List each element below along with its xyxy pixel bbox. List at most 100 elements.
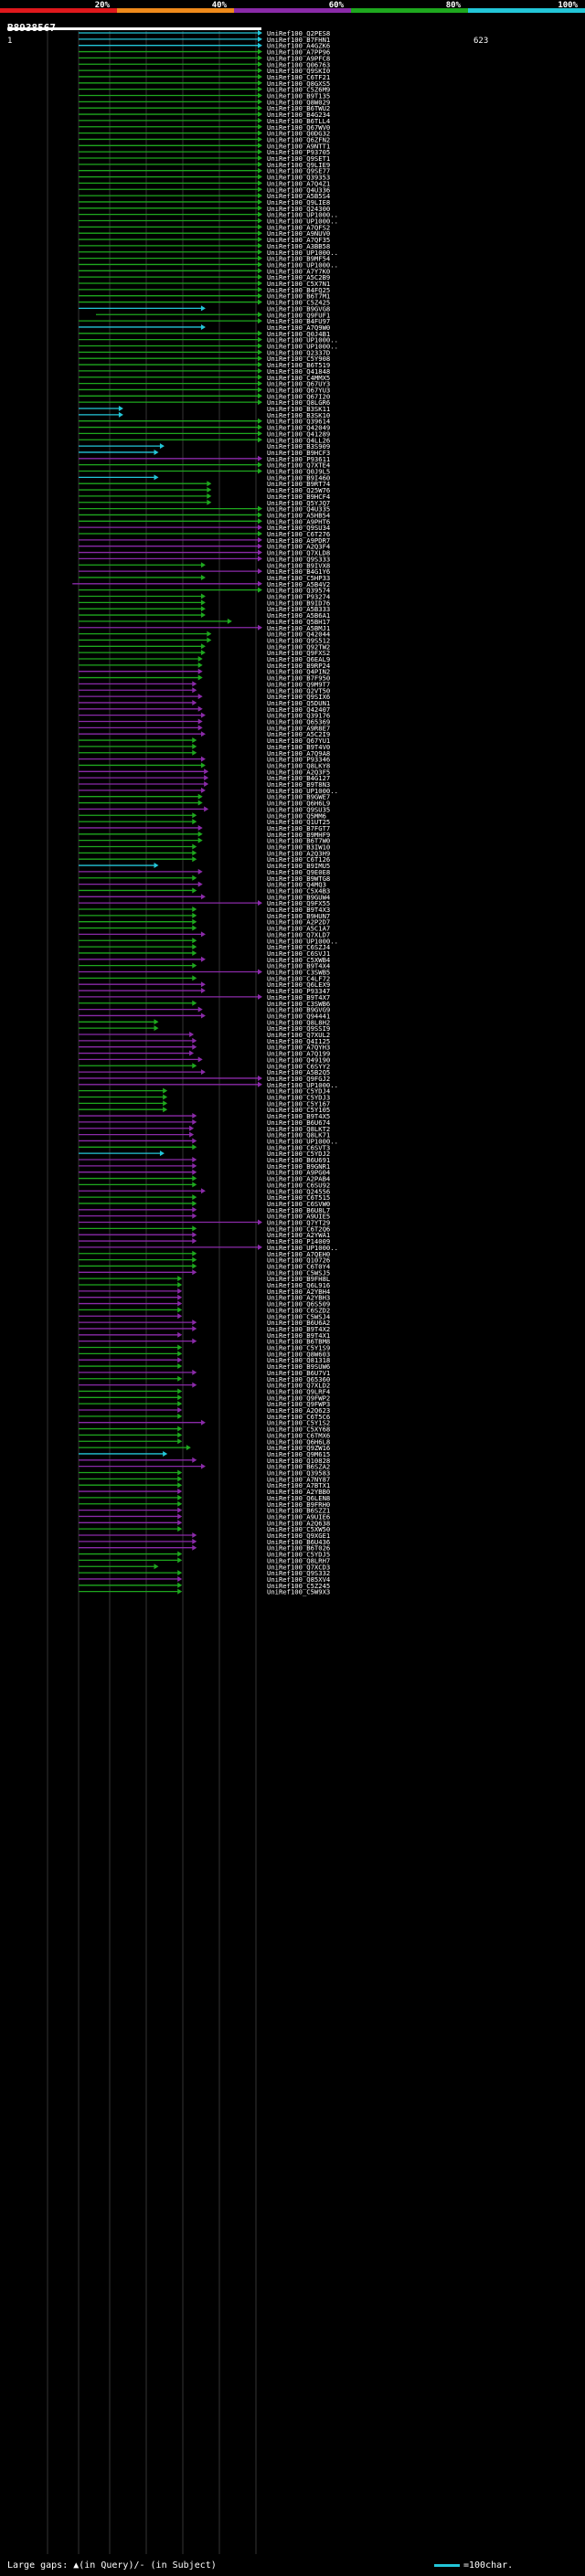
hit-arrow: [258, 30, 262, 36]
hit-label: UniRef100_A2PAB4: [267, 1175, 330, 1183]
hit-label: UniRef100_Q8W603: [267, 1350, 330, 1358]
hit-arrow: [192, 906, 197, 912]
hit-label: UniRef100_B9RP24: [267, 662, 330, 670]
hit-label: UniRef100_Q5YJQ7: [267, 499, 330, 507]
hit-arrow: [258, 136, 262, 143]
hit-arrow: [192, 1338, 197, 1344]
hit-label: UniRef100_A5C2B9: [267, 273, 330, 281]
hit-arrow: [118, 411, 123, 418]
hit-label: UniRef100_C5Y1S9: [267, 1344, 330, 1352]
hit-label: UniRef100_Q81318: [267, 1356, 330, 1364]
hit-label: UniRef100_B7F950: [267, 674, 330, 683]
hit-arrow: [177, 1331, 183, 1338]
hit-arrow: [177, 1520, 183, 1526]
hit-arrow: [258, 217, 262, 224]
hit-label: UniRef100_Q67YU3: [267, 386, 330, 394]
hit-label: UniRef100_A5HB54: [267, 511, 330, 519]
hit-arrow: [177, 1582, 183, 1588]
hit-arrow: [177, 1432, 183, 1438]
hit-arrow: [258, 242, 262, 249]
hit-arrow: [200, 1463, 206, 1469]
hit-label: UniRef100_Q10828: [267, 1457, 330, 1465]
hit-arrow: [258, 518, 262, 525]
hit-label: UniRef100_Q2VT50: [267, 686, 330, 694]
hit-label: UniRef100_B9SUW6: [267, 1362, 330, 1371]
hit-label: UniRef100_B4FU97: [267, 317, 330, 325]
hit-arrow: [258, 393, 262, 399]
hit-arrow: [204, 781, 209, 787]
hit-label: UniRef100_B9GVG8: [267, 304, 330, 313]
hit-arrow: [200, 305, 206, 312]
hit-label: UniRef100_Q39574: [267, 587, 330, 595]
hit-label: UniRef100_B9ID76: [267, 599, 330, 607]
hit-arrow: [197, 1056, 203, 1063]
hit-label: UniRef100_A9NUV0: [267, 229, 330, 238]
hit-label: UniRef100_Q9SE77: [267, 167, 330, 175]
hit-label: UniRef100_B6U436: [267, 1538, 330, 1546]
hit-label: UniRef100_A7QYH3: [267, 1044, 330, 1052]
hit-label: UniRef100_Q25W76: [267, 486, 330, 494]
hit-label: UniRef100_B9HUN7: [267, 912, 330, 920]
hit-arrow: [258, 525, 262, 531]
hit-label: UniRef100_P93347: [267, 987, 330, 995]
hit-arrow: [258, 68, 262, 74]
hit-arrow: [258, 249, 262, 255]
hit-label: UniRef100_Q8L8H2: [267, 1018, 330, 1026]
hit-arrow: [177, 1500, 183, 1507]
hit-arrow: [154, 449, 159, 455]
hit-arrow: [192, 975, 197, 981]
hit-arrow: [159, 443, 165, 450]
hit-arrow: [177, 1570, 183, 1576]
hit-arrow: [258, 180, 262, 186]
hit-label: UniRef100_Q9SU34: [267, 524, 330, 532]
hit-label: UniRef100_Q4I125: [267, 1037, 330, 1045]
hit-arrow: [258, 461, 262, 468]
hit-arrow: [207, 487, 212, 493]
hit-label: UniRef100_A2YBH3: [267, 1294, 330, 1302]
hit-label: UniRef100_B6T026: [267, 1544, 330, 1553]
hit-arrow: [177, 1375, 183, 1382]
hit-label: UniRef100_A7Q9W0: [267, 323, 330, 332]
identity-bin-label: 100%: [553, 1, 579, 10]
hit-label: UniRef100_Q0J9L5: [267, 468, 330, 476]
hit-label: UniRef100_P14009: [267, 1237, 330, 1246]
hit-label: UniRef100_Q9SU35: [267, 805, 330, 813]
hit-arrow: [258, 587, 262, 593]
hit-arrow: [192, 962, 197, 969]
hit-label: UniRef100_Q2PES8: [267, 29, 330, 37]
hit-arrow: [258, 274, 262, 281]
hit-arrow: [154, 474, 159, 481]
hit-label: UniRef100_Q7XUL2: [267, 1031, 330, 1039]
hit-label: UniRef100_Q6LEX9: [267, 981, 330, 989]
hit-label: UniRef100_Q6L916: [267, 1281, 330, 1289]
hit-arrow: [258, 55, 262, 61]
hit-label: UniRef100_Q6H6L9: [267, 800, 330, 808]
hit-label: UniRef100_A9PHT6: [267, 517, 330, 525]
hit-arrow: [258, 430, 262, 437]
hit-arrow: [258, 205, 262, 211]
hit-label: UniRef100_Q7YT29: [267, 1219, 330, 1227]
hit-arrow: [207, 637, 212, 643]
hit-arrow: [192, 1000, 197, 1006]
hit-label: UniRef100_B3IW10: [267, 843, 330, 852]
hit-arrow: [192, 743, 197, 749]
hit-arrow: [177, 1476, 183, 1482]
hit-label: UniRef100_A7Q4Z1: [267, 179, 330, 187]
hit-arrow: [154, 1019, 159, 1025]
hit-label: UniRef100_C5Z425: [267, 299, 330, 307]
hit-arrow: [200, 894, 206, 900]
hit-arrow: [258, 969, 262, 975]
hit-arrow: [177, 1407, 183, 1413]
hit-arrow: [192, 1457, 197, 1463]
hit-arrow: [200, 593, 206, 599]
hit-arrow: [200, 643, 206, 650]
hit-label: UniRef100_UP1000..: [267, 937, 338, 945]
hit-arrow: [177, 1413, 183, 1419]
hit-label: UniRef100_Q2337D: [267, 348, 330, 356]
hit-arrow: [200, 606, 206, 612]
hit-label: UniRef100_B9FRH0: [267, 1500, 330, 1509]
hit-arrow: [192, 1175, 197, 1182]
hit-label: UniRef100_A9PFC8: [267, 54, 330, 62]
hit-label: UniRef100_A2YBB0: [267, 1488, 330, 1496]
hit-label: UniRef100_Q39614: [267, 418, 330, 426]
